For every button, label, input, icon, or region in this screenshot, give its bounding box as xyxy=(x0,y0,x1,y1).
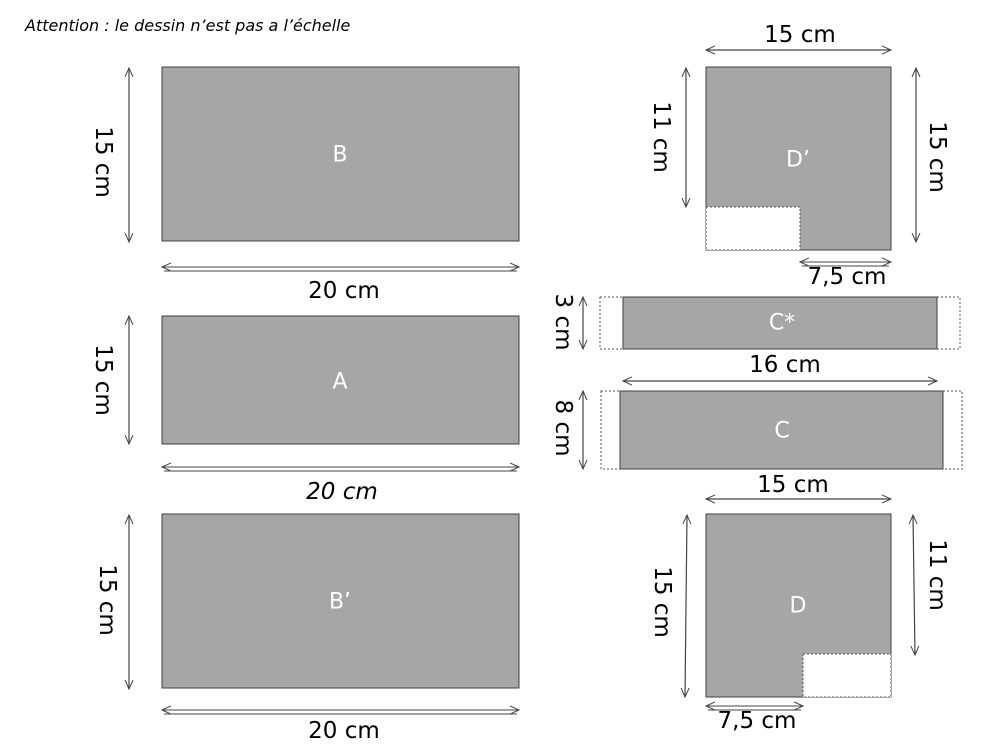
shape-d-notch-arrow xyxy=(706,706,803,711)
shape-c-star xyxy=(622,296,938,350)
shape-d-prime-notch-arrow xyxy=(800,262,891,267)
shape-b-width-arrow xyxy=(162,267,519,272)
shape-c-star-label: C* xyxy=(769,311,795,336)
scale-warning-note: Attention : le dessin n’est pas a l’éche… xyxy=(24,16,350,35)
shape-b-prime-label: B’ xyxy=(329,590,351,615)
shape-d-notch xyxy=(802,653,892,698)
shape-b-prime-width-label: 20 cm xyxy=(308,718,380,744)
shape-d-prime-left-label: 11 cm xyxy=(648,101,674,173)
shape-c-left-end xyxy=(600,390,621,470)
shape-d-right-arrow xyxy=(913,515,915,655)
shape-d-prime-right-label: 15 cm xyxy=(924,121,950,193)
shape-c-star-left-end xyxy=(599,296,624,350)
shape-d-label: D xyxy=(790,594,807,619)
shape-d-prime-label: D’ xyxy=(786,148,810,173)
shape-a-height-label: 15 cm xyxy=(90,344,116,416)
shape-a xyxy=(161,315,520,445)
shape-c-star-right-end xyxy=(936,296,961,350)
shape-a-width-label: 20 cm xyxy=(306,479,378,505)
shape-d-prime-top-label: 15 cm xyxy=(764,22,836,48)
shape-c xyxy=(619,390,944,470)
shape-c-label: C xyxy=(774,419,789,444)
shape-d-left-label: 15 cm xyxy=(649,566,675,638)
shape-b-label: B xyxy=(332,143,347,168)
shape-d-notch-label: 7,5 cm xyxy=(718,708,797,734)
shape-c-height-label: 8 cm xyxy=(550,400,576,457)
shape-a-width-arrow xyxy=(162,467,519,472)
shape-c-star-height-label: 3 cm xyxy=(550,294,576,351)
shape-d-right-label: 11 cm xyxy=(924,539,950,611)
shape-b-prime xyxy=(161,513,520,689)
shape-b xyxy=(161,66,520,242)
shape-b-prime-height-label: 15 cm xyxy=(94,564,120,636)
shape-d-top-label: 15 cm xyxy=(757,472,829,498)
shape-c-right-end xyxy=(942,390,963,470)
shape-b-height-label: 15 cm xyxy=(90,126,116,198)
shape-b-prime-width-arrow xyxy=(162,710,519,715)
shape-d-prime-notch xyxy=(705,206,801,251)
shape-b-width-label: 20 cm xyxy=(308,278,380,304)
shape-a-label: A xyxy=(332,370,347,395)
shape-c-star-width-label: 16 cm xyxy=(749,352,821,378)
shape-d-prime-notch-label: 7,5 cm xyxy=(808,264,887,290)
shape-d-left-arrow xyxy=(685,515,687,697)
